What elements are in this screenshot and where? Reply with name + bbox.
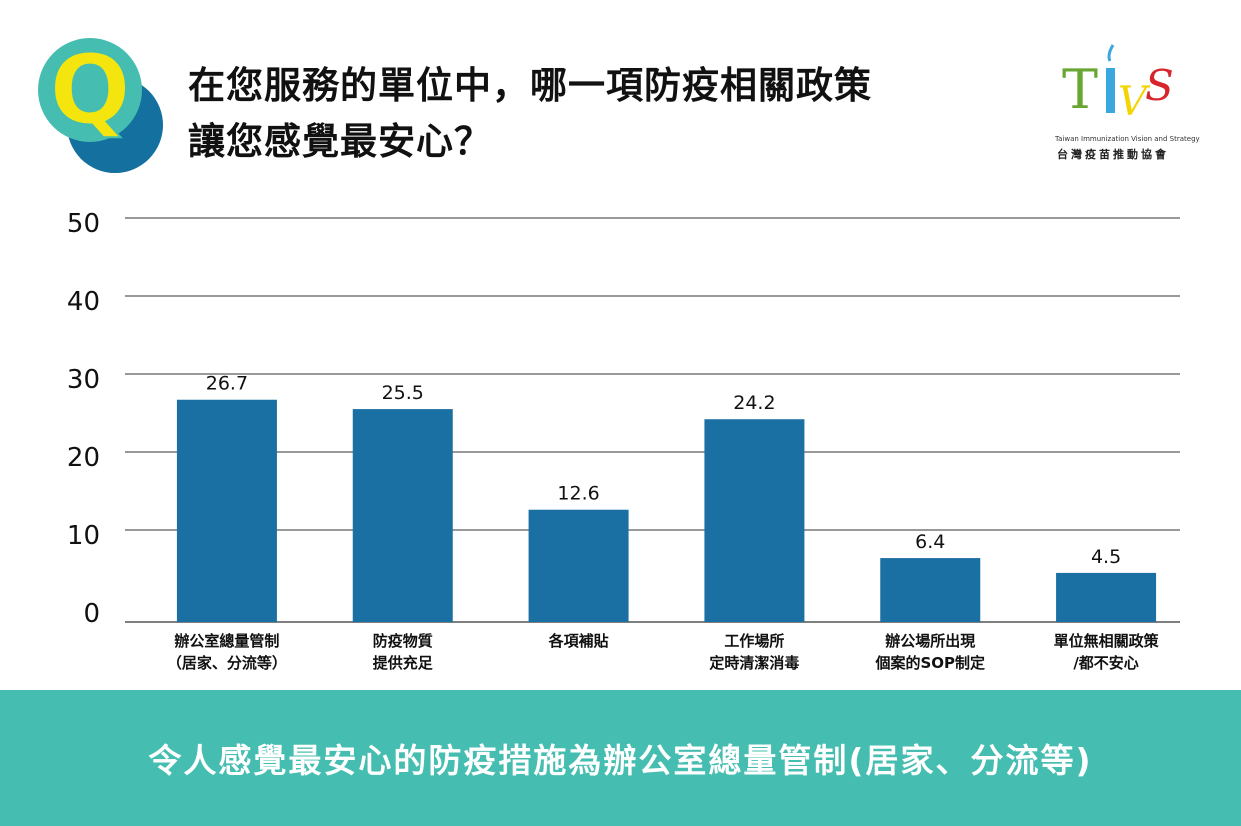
bar xyxy=(704,419,805,622)
data-label: 4.5 xyxy=(1091,546,1121,568)
bar xyxy=(880,558,981,622)
data-label: 24.2 xyxy=(733,392,775,414)
data-label: 25.5 xyxy=(382,382,424,404)
title-line-2: 讓您感覺最安心？ xyxy=(188,120,492,163)
x-tick-label: 定時清潔消毒 xyxy=(709,654,799,672)
page-title: 在您服務的單位中，哪一項防疫相關政策 讓您感覺最安心？ xyxy=(188,58,872,170)
x-tick-label: 防疫物質 xyxy=(373,632,433,650)
bar xyxy=(352,409,453,622)
logo-chinese: 台灣疫苗推動協會 xyxy=(1057,148,1169,161)
data-label: 26.7 xyxy=(206,373,248,395)
q-icon: Q xyxy=(38,33,163,173)
svg-text:V: V xyxy=(1118,79,1151,125)
y-tick-label: 10 xyxy=(67,521,100,551)
data-label: 6.4 xyxy=(915,531,945,553)
x-tick-label: 單位無相關政策 xyxy=(1054,632,1160,650)
x-tick-label: （居家、分流等） xyxy=(167,654,287,672)
y-tick-label: 20 xyxy=(67,443,100,473)
x-tick-label: 各項補貼 xyxy=(548,632,609,650)
conclusion-text: 令人感覺最安心的防疫措施為辦公室總量管制(居家、分流等) xyxy=(148,741,1093,780)
x-tick-label: /都不安心 xyxy=(1073,654,1138,672)
svg-text:Q: Q xyxy=(49,34,131,146)
title-line-1: 在您服務的單位中，哪一項防疫相關政策 xyxy=(188,64,872,107)
bar xyxy=(528,509,629,622)
bar-chart: 0 10 20 30 40 50 26.7 辦公室總量管制 （居家、分流等） 25.5 防疫物質提供… xyxy=(67,209,1180,672)
bar xyxy=(1056,572,1157,622)
conclusion-banner: 令人感覺最安心的防疫措施為辦公室總量管制(居家、分流等) xyxy=(0,690,1241,826)
svg-text:S: S xyxy=(1145,61,1174,110)
y-tick-label: 30 xyxy=(67,365,100,395)
data-label: 12.6 xyxy=(557,483,599,505)
x-tick-label: 工作場所 xyxy=(724,632,784,650)
x-tick-label: 個案的SOP制定 xyxy=(874,654,985,672)
logo-english: Taiwan Immunization Vision and Strategy xyxy=(1055,135,1200,143)
x-tick-label: 辦公場所出現 xyxy=(885,632,975,650)
x-tick-label: 提供充足 xyxy=(373,654,434,672)
svg-text:T: T xyxy=(1062,58,1098,121)
y-tick-label: 0 xyxy=(83,599,100,629)
tivs-logo: T V S xyxy=(1062,44,1174,125)
y-tick-label: 40 xyxy=(67,287,100,317)
x-tick-label: 辦公室總量管制 xyxy=(174,632,279,650)
bar xyxy=(176,399,277,622)
y-tick-label: 50 xyxy=(67,209,100,239)
